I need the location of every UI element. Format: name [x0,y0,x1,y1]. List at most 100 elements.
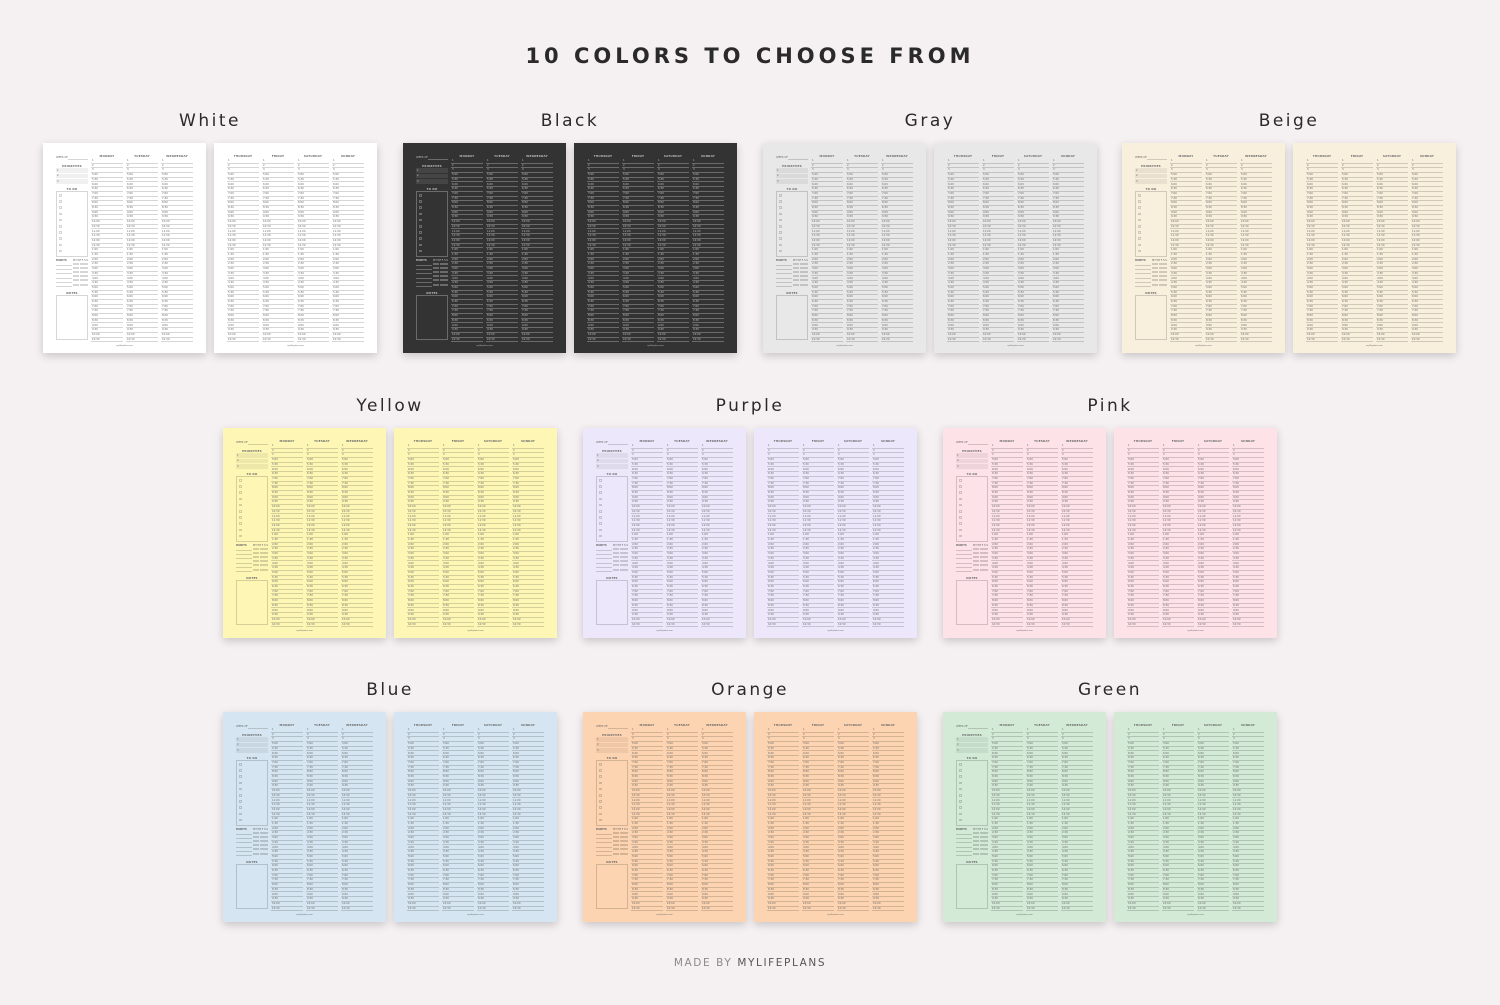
time-label: 5:30 [513,575,519,579]
time-label: 8:30 [307,775,313,778]
row-line [161,298,193,300]
row-line [947,313,979,314]
row-line [161,237,193,239]
row-line [657,247,689,249]
row-line [982,308,1014,310]
time-label: 11:00 [162,229,170,233]
row-line [126,294,158,296]
time-label: 8:00 [623,314,629,318]
row-line [846,247,878,249]
time-label: 6:00 [658,182,664,186]
time-label: 3:00 [307,836,313,840]
time-label: 10:30 [272,622,280,626]
time-label: 12:30 [803,528,811,532]
time-label: 1:00 [272,533,278,537]
time-label: 12:30 [1412,243,1420,247]
time-label: 9:00 [882,210,888,214]
time-label: 8:00 [298,201,304,205]
time-label: 9:00 [1062,608,1068,612]
time-label: 10:00 [228,332,236,336]
time-label: 3 [1233,453,1235,457]
row-line [1240,190,1272,192]
time-label: 1:00 [812,248,818,252]
time-label: 6:30 [443,585,449,588]
time-label: 6:00 [127,295,133,299]
row-line [1341,162,1373,164]
time-label: 7:30 [408,765,414,769]
time-label: 4:30 [803,566,809,570]
habit-checkbox [266,844,269,847]
habits-label: HABITS [416,259,427,262]
time-label: 6:30 [228,300,234,303]
row-line [1017,195,1049,197]
row-line [881,223,913,225]
habit-checkbox [801,270,804,273]
time-label: 6:00 [522,182,528,186]
row-line [161,186,193,188]
row-line [262,186,294,188]
row-line [1240,195,1272,197]
time-label: 11:00 [667,514,675,518]
row-line [407,910,439,912]
todo-checkbox [599,534,602,538]
time-label: 7:00 [1307,304,1313,308]
row-line [1162,447,1194,449]
habit-line [1135,265,1151,266]
time-label: 7:00 [263,191,269,195]
time-label: 5:00 [658,173,664,177]
time-label: 6:00 [812,182,818,186]
habit-checkbox [266,547,269,550]
habit-checkbox [804,266,806,269]
row-line [486,341,518,343]
row-line [881,327,913,329]
time-label: 5:30 [443,859,449,863]
time-label: 7:00 [1018,191,1024,195]
day-header: FRIDAY [1350,154,1364,158]
time-label: 12:30 [667,528,675,532]
time-label: 6:00 [272,580,278,584]
time-label: 9:00 [1342,323,1348,327]
row-line [1205,275,1237,277]
time-label: 3 [623,168,625,172]
time-label: 10:30 [1377,337,1385,341]
time-label: 4:30 [588,281,594,285]
habit-checkbox [446,283,449,286]
row-line [271,731,303,733]
time-label: 11:00 [298,229,306,233]
time-label: 9:30 [228,215,234,219]
time-label: 4:00 [307,845,313,849]
time-label: 10:30 [1171,224,1179,228]
time-label: 6:00 [1342,182,1348,186]
row-line [631,452,663,454]
time-label: 5:00 [1206,173,1212,177]
row-line [521,167,553,169]
row-line [512,447,544,449]
time-label: 6:00 [1053,182,1059,186]
row-line [161,233,193,235]
row-line [126,317,158,319]
time-label: 11:30 [298,234,306,238]
time-label: 8:30 [873,603,879,607]
time-label: 7:00 [847,304,853,308]
time-label: 9:00 [342,892,348,896]
row-line [521,247,553,249]
time-label: 1:00 [948,248,954,252]
priority-number: 1 [1136,168,1138,172]
time-label: 10:00 [1163,505,1171,509]
row-line [1017,172,1049,173]
time-label: 7:30 [522,196,528,200]
time-label: 5:00 [948,173,954,177]
time-label: 6:00 [342,864,348,868]
time-label: 4:30 [443,850,449,854]
habit-day: W [77,259,80,262]
time-label: 10:00 [307,789,315,793]
time-label: 8:30 [92,206,98,209]
row-line [846,172,878,173]
time-label: 8:30 [667,603,673,607]
time-label: 6:30 [1198,472,1204,476]
habit-checkbox [81,262,84,265]
time-label: 6:30 [588,187,594,191]
time-label: 3:00 [522,267,528,271]
row-line [622,298,654,300]
row-line [872,452,904,454]
